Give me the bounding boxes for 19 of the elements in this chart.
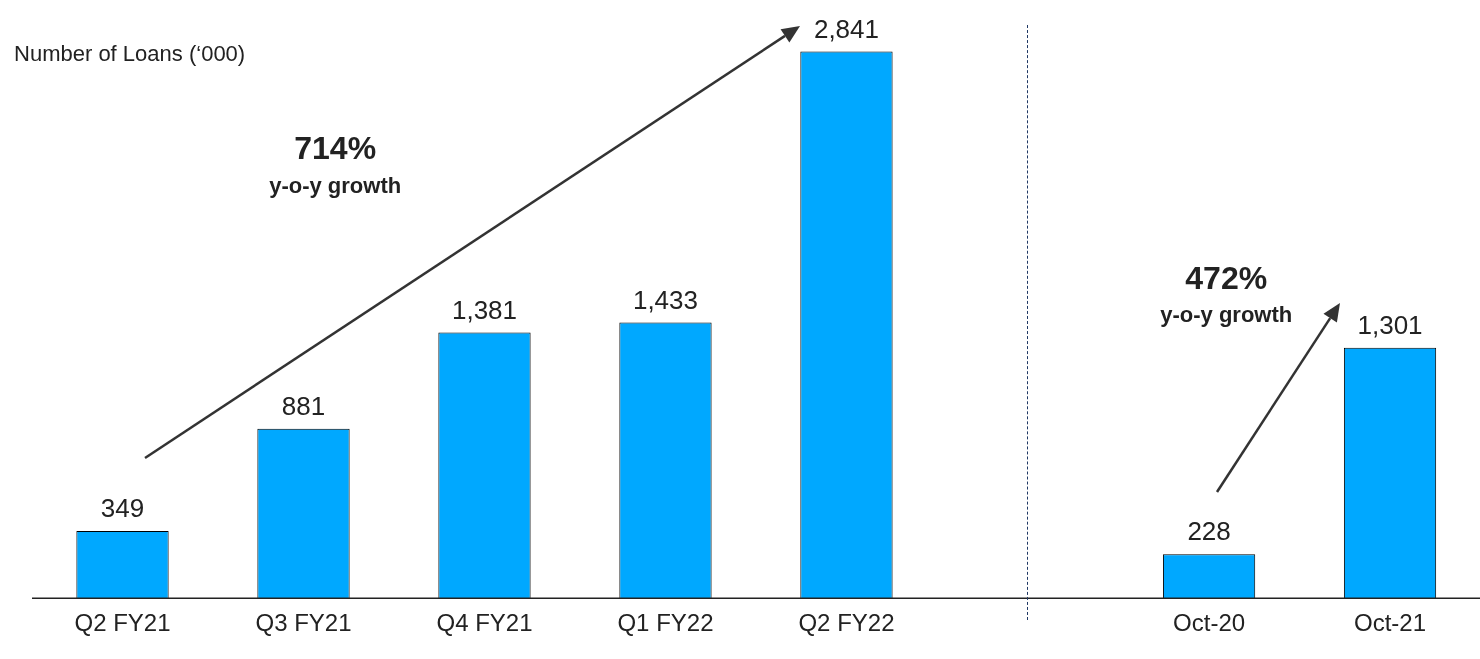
annotation: y-o-y growth [269,173,402,199]
x-tick-label: Oct-21 [1353,609,1426,637]
x-tick-label: Q4 FY21 [436,609,533,637]
x-tick-label: Q2 FY22 [798,609,895,637]
data-label: 2,841 [813,13,880,44]
x-tick-label: Q1 FY22 [617,609,714,637]
x-tick-label: Q2 FY21 [74,609,171,637]
data-label: 1,301 [1356,309,1423,340]
data-label: 349 [100,493,145,524]
text: 472% [1184,259,1267,296]
text: y-o-y growth [1159,302,1292,328]
x-tick-label: Q3 FY21 [255,609,352,637]
data-label: 1,433 [632,284,699,315]
data-label: 1,381 [451,294,518,325]
data-label: 881 [281,390,326,421]
annotation: 714% [294,129,377,166]
data-label: 228 [1186,516,1231,547]
x-tick-label: Oct-20 [1172,609,1245,637]
chart-title: Number of Loans (‘000) [14,41,246,67]
